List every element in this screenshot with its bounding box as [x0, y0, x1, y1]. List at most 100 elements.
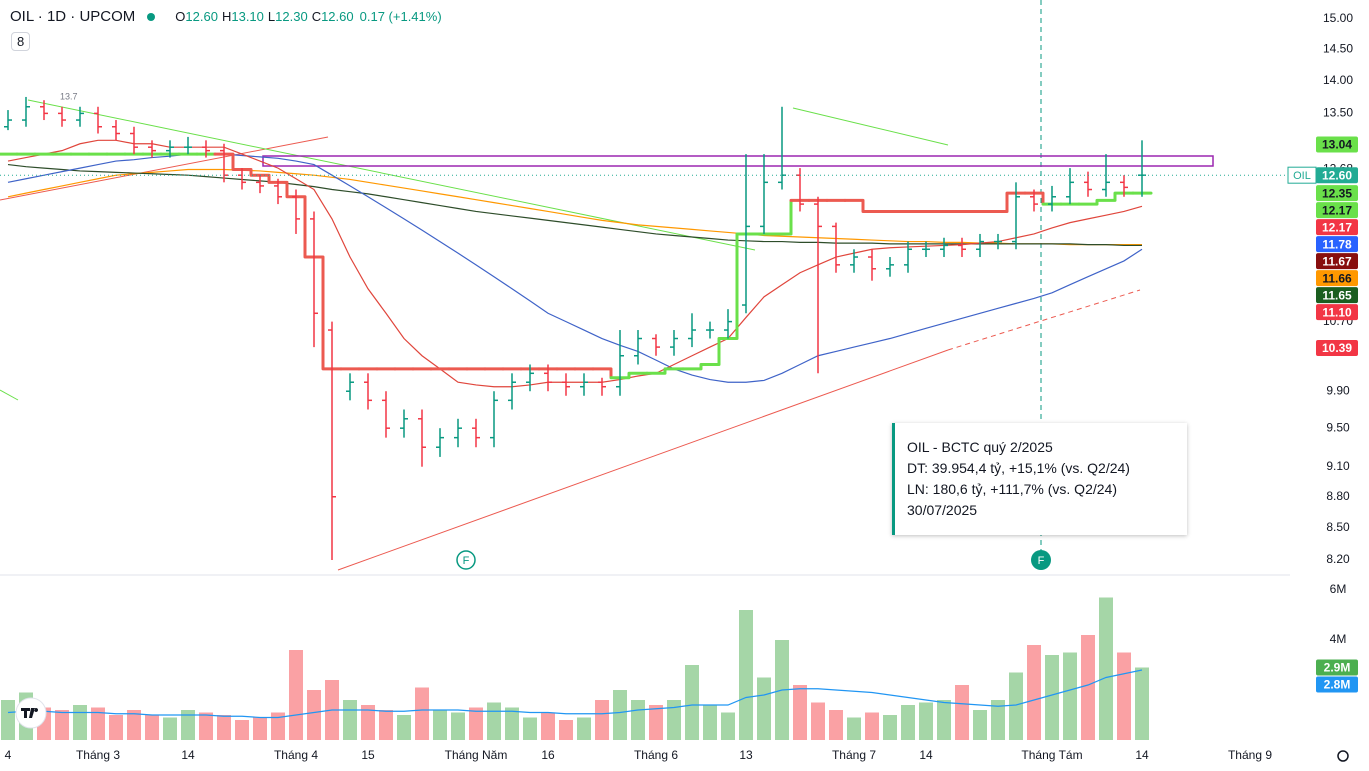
tooltip-line: 30/07/2025 [907, 502, 978, 518]
plot [0, 96, 1153, 740]
volume-bar [163, 717, 177, 740]
volume-bar [1117, 652, 1131, 740]
volume-bar [361, 705, 375, 740]
volume-bar [145, 715, 159, 740]
y-tick-label: 15.00 [1323, 11, 1353, 25]
legend: OIL · 1D · UPCOM O 12.60 H 13.10 L 12.30 C 12.6… [10, 8, 442, 25]
price-badge [1316, 253, 1358, 270]
volume-bar [487, 702, 501, 740]
legend-value: 13.10 [231, 9, 264, 24]
event-marker[interactable] [456, 550, 476, 570]
tooltip-line: DT: 39.954,4 tỷ, +15,1% (vs. Q2/24) [907, 460, 1130, 476]
volume-bar [199, 712, 213, 740]
trend-line [0, 136, 329, 201]
status-dot [147, 12, 156, 21]
volume-bar [307, 690, 321, 740]
settings-icon[interactable] [1337, 750, 1349, 762]
volume-bar [883, 715, 897, 740]
indicator-toggle[interactable]: 8 [11, 32, 31, 51]
legend-key: O [175, 9, 186, 24]
price-badge [1316, 270, 1358, 287]
volume-bar [397, 715, 411, 740]
price-badge [1316, 136, 1358, 153]
legend-key: H [221, 9, 232, 24]
price-badge-label: 11.66 [1322, 271, 1352, 285]
logo-mark [21, 708, 39, 718]
volume-bar [1027, 645, 1041, 740]
volume-bar [685, 665, 699, 740]
volume-bar [289, 650, 303, 740]
annotation: 13.7 [60, 91, 78, 101]
volume-bar [73, 705, 87, 740]
ohlc: O 12.60 H 13.10 L 12.30 C 12.60 [171, 9, 353, 24]
event-tooltip: OIL - BCTC quý 2/2025 DT: 39.954,4 tỷ, +… [892, 423, 1187, 535]
volume-bar [595, 700, 609, 740]
volume-bar [559, 720, 573, 740]
volume-bar [613, 690, 627, 740]
legend-key: L [267, 9, 276, 24]
price-badge [1316, 236, 1358, 253]
volume-bar [1009, 672, 1023, 740]
price-badge [1316, 339, 1358, 356]
volume-bar [649, 705, 663, 740]
price-badge-label: 13.04 [1322, 138, 1352, 152]
y-tick-label: 13.50 [1323, 106, 1353, 120]
price-badge-label: 11.67 [1322, 254, 1352, 268]
x-tick-label: Tháng 3 [76, 748, 120, 762]
volume-bar [1135, 667, 1149, 740]
volume-bar [847, 717, 861, 740]
price-badge-label: 10.39 [1322, 341, 1352, 355]
volume-bar [55, 710, 69, 740]
volume-bar [217, 715, 231, 740]
price-badge-label: 12.17 [1322, 220, 1352, 234]
event-marker-label: F [463, 555, 470, 567]
volume-badge [1316, 659, 1358, 676]
volume-tick-label: 6M [1330, 582, 1347, 596]
moving-average [7, 139, 1143, 388]
volume-bar [793, 685, 807, 740]
volume-bar [451, 712, 465, 740]
volume-bar [127, 710, 141, 740]
event-marker[interactable] [1031, 550, 1051, 570]
range-box [262, 155, 1214, 167]
x-tick-label: 14 [919, 748, 933, 762]
x-tick-label: 4 [5, 748, 12, 762]
volume-bar [181, 710, 195, 740]
price-badge-label: 12.35 [1322, 186, 1352, 200]
x-tick-label: Tháng 4 [274, 748, 318, 762]
volume-bar [235, 720, 249, 740]
price-badge-label: 11.78 [1322, 237, 1352, 251]
volume-bar [1, 700, 15, 740]
volume-bar [973, 710, 987, 740]
volume-bar [541, 712, 555, 740]
x-tick-label: 15 [361, 748, 375, 762]
trend-line [0, 389, 19, 401]
symbol-title: OIL · 1D · UPCOM [10, 8, 136, 25]
volume-badge [1316, 676, 1358, 693]
volume-tick-label: 4M [1330, 632, 1347, 646]
tooltip-title: OIL - BCTC quý 2/2025 [907, 439, 1053, 455]
x-tick-label: Tháng 7 [832, 748, 876, 762]
volume-bar [91, 707, 105, 740]
volume-bar [469, 707, 483, 740]
volume-bar [865, 712, 879, 740]
y-tick-label: 8.50 [1326, 520, 1350, 534]
price-badge [1316, 219, 1358, 236]
y-tick-label: 9.90 [1326, 383, 1350, 397]
volume-bar [379, 710, 393, 740]
volume-bar [631, 700, 645, 740]
price-badge-label: 11.10 [1322, 305, 1352, 319]
volume-bar [343, 700, 357, 740]
price-badge [1316, 304, 1358, 321]
trend-line [947, 289, 1141, 351]
volume-bar [523, 717, 537, 740]
x-tick-label: Tháng Năm [445, 748, 508, 762]
volume-bar [109, 715, 123, 740]
y-tick-label: 14.50 [1323, 42, 1353, 56]
volume-bar [1063, 652, 1077, 740]
x-tick-label: Tháng 6 [634, 748, 678, 762]
price-badge [1316, 185, 1358, 202]
volume-bar [1099, 597, 1113, 740]
